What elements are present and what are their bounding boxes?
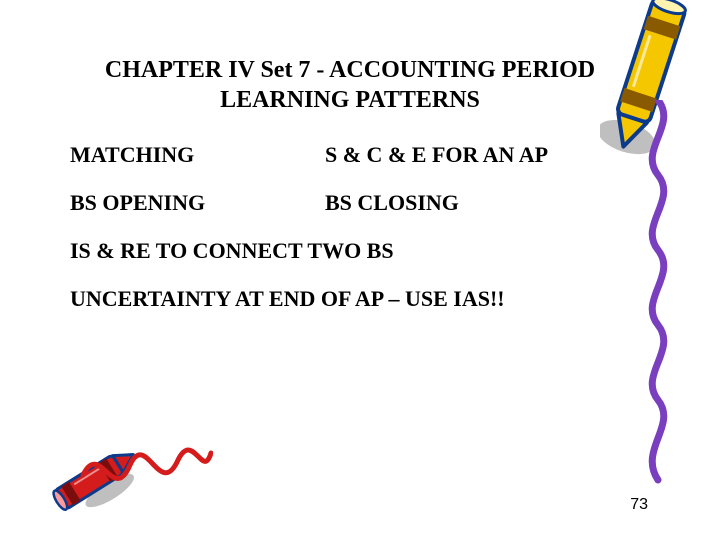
subtitle: LEARNING PATTERNS: [70, 87, 630, 114]
page-number: 73: [630, 496, 648, 514]
line1-left: MATCHING: [70, 142, 325, 168]
squiggle-purple-icon: [634, 100, 682, 490]
line-is-re: IS & RE TO CONNECT TWO BS: [70, 238, 630, 264]
title: CHAPTER IV Set 7 - ACCOUNTING PERIOD: [70, 55, 630, 85]
line-matching: MATCHING S & C & E FOR AN AP: [70, 142, 630, 168]
line2-right: BS CLOSING: [325, 190, 459, 216]
line-bs: BS OPENING BS CLOSING: [70, 190, 630, 216]
squiggle-red-icon: [78, 425, 213, 505]
line1-right: S & C & E FOR AN AP: [325, 142, 548, 168]
line-uncertainty: UNCERTAINTY AT END OF AP – USE IAS!!: [70, 286, 630, 312]
line2-left: BS OPENING: [70, 190, 325, 216]
slide-content: CHAPTER IV Set 7 - ACCOUNTING PERIOD LEA…: [70, 55, 630, 312]
